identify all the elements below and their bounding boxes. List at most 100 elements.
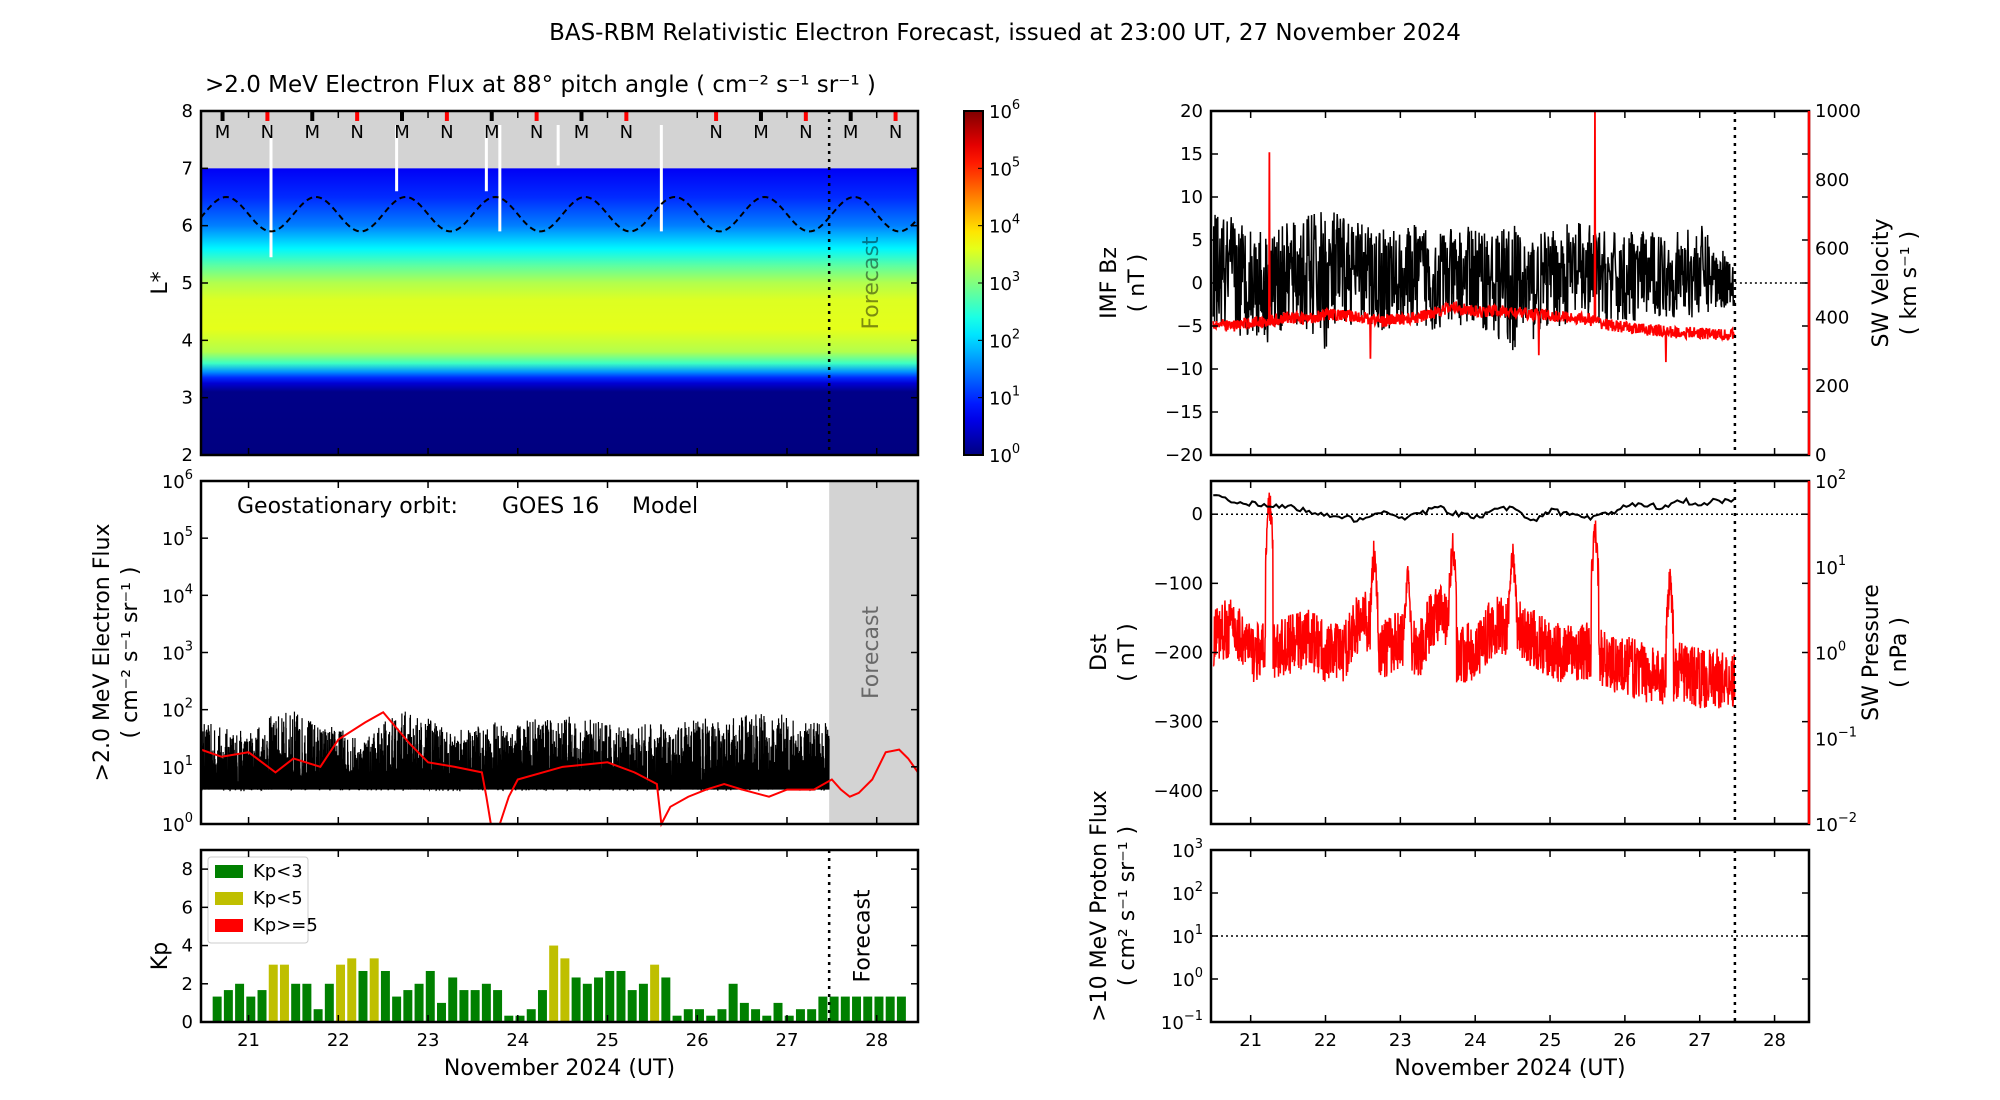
y-axis-label: Kp (148, 942, 173, 970)
y-tick-label: 20 (1180, 101, 1203, 122)
x-tick-label: 28 (865, 1030, 888, 1051)
kp-bar (448, 977, 458, 1022)
colorbar-tick-label: 104 (989, 213, 1020, 238)
kp-bar (751, 1009, 761, 1022)
kp-bar (526, 1009, 536, 1022)
x-tick-label: 26 (1613, 1030, 1636, 1051)
y-tick-label: 100 (1172, 966, 1203, 991)
y-tick-label: 3 (182, 388, 193, 409)
orbit-marker-label: N (440, 122, 453, 143)
kp-bar (661, 977, 671, 1022)
orbit-marker-label: N (889, 122, 902, 143)
y-tick-label: −400 (1154, 781, 1203, 802)
orbit-marker-label: N (709, 122, 722, 143)
y-tick-label: 10−1 (1161, 1009, 1203, 1034)
forecast-watermark: Forecast (850, 889, 875, 982)
y-axis-label: ( cm² s⁻¹ sr⁻¹ ) (1115, 826, 1140, 986)
axes-frame (199, 848, 920, 1024)
y-tick-label: 7 (182, 158, 193, 179)
kp-bar (762, 1015, 772, 1022)
x-tick-label: 25 (596, 1030, 619, 1051)
axes-frame (1209, 848, 1811, 1024)
x-tick-label: 23 (417, 1030, 440, 1051)
legend-swatch (215, 892, 243, 905)
legend-orbit-label: Geostationary orbit: (237, 494, 458, 519)
geo-flux-panel: Forecast Geostationary orbit: GOES 16 Model… (90, 468, 920, 836)
x-tick-label: 22 (1314, 1030, 1337, 1051)
sw-pressure-series (1212, 492, 1736, 709)
y-right-tick-label: 0 (1815, 445, 1826, 466)
y-tick-label: 0 (1192, 273, 1203, 294)
dashed-curve (200, 195, 918, 233)
legend-goes-label: GOES 16 (502, 494, 599, 519)
y-tick-label: 4 (182, 330, 193, 351)
colorbar: 100 101 102 103 104 105 106 (963, 98, 1020, 467)
orbit-marker-label: M (843, 122, 859, 143)
y-axis-label: >10 MeV Proton Flux (1087, 790, 1112, 1022)
y-tick-label: 101 (162, 754, 193, 779)
kp-bar (739, 1002, 749, 1022)
sw-velocity-series (1212, 110, 1736, 363)
y-right-axis-label: SW Velocity (1869, 218, 1894, 347)
x-tick-label: 21 (237, 1030, 260, 1051)
y-axis-label: ( nT ) (1115, 623, 1140, 682)
heatmap-title: >2.0 MeV Electron Flux at 88° pitch angl… (205, 72, 876, 98)
kp-bar (324, 983, 334, 1022)
y-axis-label: L* (148, 271, 173, 294)
y-tick-label: 2 (182, 445, 193, 466)
orbit-marker-label: M (484, 122, 500, 143)
y-axis-label: >2.0 MeV Electron Flux (90, 524, 115, 782)
kp-bar (515, 1015, 525, 1022)
kp-bar (212, 996, 222, 1022)
y-tick-label: −10 (1165, 359, 1203, 380)
kp-bar (874, 996, 884, 1022)
kp-bar (358, 970, 368, 1022)
x-tick-label: 25 (1539, 1030, 1562, 1051)
y-right-tick-label: 800 (1815, 170, 1849, 191)
colorbar-tick-label: 106 (989, 98, 1020, 123)
y-tick-label: 6 (182, 216, 193, 237)
y-tick-label: −15 (1165, 402, 1203, 423)
kp-bar (403, 990, 413, 1022)
y-axis-label: ( cm⁻² s⁻¹ sr⁻¹ ) (118, 567, 143, 739)
kp-bar (627, 990, 637, 1022)
kp-bar (369, 958, 379, 1022)
y-right-tick-label: 10−2 (1815, 811, 1857, 836)
kp-bar (459, 990, 469, 1022)
figure-title: BAS-RBM Relativistic Electron Forecast, … (549, 20, 1461, 46)
proton-flux-panel: 10−1 100 101 102 103 21 22 23 24 25 26 27 28 November… (1087, 790, 1811, 1081)
kp-bar (672, 1015, 682, 1022)
colorbar-tick-label: 102 (989, 327, 1020, 352)
orbit-marker-label: N (350, 122, 363, 143)
y-tick-label: −5 (1176, 316, 1203, 337)
x-tick-label: 24 (506, 1030, 529, 1051)
orbit-marker-label: M (215, 122, 231, 143)
kp-bar (223, 990, 233, 1022)
forecast-watermark: Forecast (859, 236, 884, 329)
orbit-marker-label: N (620, 122, 633, 143)
kp-bar (437, 1002, 446, 1022)
goes-flux-series (200, 711, 830, 792)
y-tick-label: 6 (182, 897, 193, 918)
kp-bar (582, 983, 592, 1022)
kp-bar (795, 1009, 805, 1022)
kp-bar (852, 996, 862, 1022)
kp-bar (560, 958, 570, 1022)
y-right-axis-label: ( nPa ) (1887, 617, 1912, 688)
kp-bar (425, 970, 435, 1022)
legend-label: Kp<5 (253, 888, 303, 909)
y-axis-label: IMF Bz (1097, 247, 1122, 319)
x-tick-label: 23 (1389, 1030, 1412, 1051)
kp-bar (605, 970, 615, 1022)
kp-bar (313, 1009, 323, 1022)
kp-bar (302, 983, 312, 1022)
colorbar-tick-label: 105 (989, 155, 1020, 180)
y-tick-label: 15 (1180, 144, 1203, 165)
kp-bar (470, 990, 480, 1022)
x-axis-label: November 2024 (UT) (444, 1056, 675, 1081)
y-tick-label: 100 (162, 811, 193, 836)
y-axis-label: Dst (1087, 634, 1112, 671)
y-right-tick-label: 400 (1815, 307, 1849, 328)
